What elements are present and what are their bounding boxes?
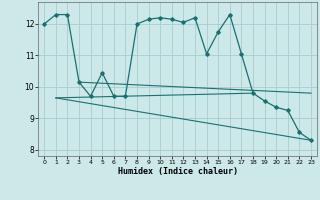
X-axis label: Humidex (Indice chaleur): Humidex (Indice chaleur) bbox=[118, 167, 238, 176]
